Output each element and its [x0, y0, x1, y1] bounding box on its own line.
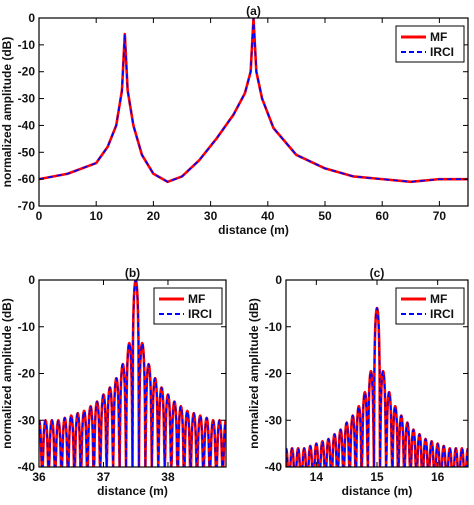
y-tick-label: -70 [18, 199, 36, 213]
x-tick-label: 50 [318, 209, 332, 223]
legend-box [395, 287, 465, 325]
legend-label-mf: MF [430, 292, 447, 306]
x-tick-label: 70 [433, 209, 447, 223]
series-line-irci [286, 307, 468, 467]
x-tick-label: 16 [431, 470, 445, 484]
legend-label-mf: MF [430, 30, 447, 44]
chart-panel-3: 14 15 16 0 -10 -20 -30 -40 (c) distance (m) normal… [247, 266, 469, 498]
x-tick-label: 10 [90, 209, 104, 223]
y-tick-label: 0 [275, 273, 282, 287]
x-axis-label: distance (m) [218, 223, 289, 237]
y-tick-label: -10 [18, 320, 36, 334]
x-tick-label: 15 [370, 470, 384, 484]
series-line-mf [286, 306, 468, 467]
y-tick-label: -10 [18, 38, 36, 52]
axes-box [38, 17, 469, 207]
legend-box [153, 287, 223, 325]
x-tick-label: 38 [161, 470, 175, 484]
y-tick-label: -60 [18, 172, 36, 186]
legend-label-mf: MF [188, 292, 205, 306]
x-tick-label: 40 [261, 209, 275, 223]
chart-panel-2: 36 37 38 0 -10 -20 -30 -40 (b) distance (m) normal… [0, 266, 227, 498]
y-tick-label: -20 [18, 367, 36, 381]
panel-title: (a) [246, 4, 261, 18]
series-line-mf [39, 280, 226, 467]
x-tick-label: 0 [36, 209, 43, 223]
y-tick-label: 0 [28, 11, 35, 25]
x-tick-label: 36 [32, 470, 46, 484]
y-tick-label: -40 [265, 460, 283, 474]
legend-label-irci: IRCI [430, 307, 454, 321]
y-tick-label: -10 [265, 320, 283, 334]
y-tick-label: -20 [265, 367, 283, 381]
x-axis-label: distance (m) [342, 484, 413, 498]
x-axis-label: distance (m) [97, 484, 168, 498]
legend-label-irci: IRCI [430, 45, 454, 59]
y-tick-label: -30 [18, 92, 36, 106]
chart-panel-1: 0 10 20 30 40 50 60 70 0 -10 -20 -30 -40 -50 -60 -70 (a)… [0, 4, 469, 237]
y-tick-label: -50 [18, 145, 36, 159]
y-tick-label: -40 [18, 460, 36, 474]
legend-box [395, 25, 465, 63]
y-axis-label: normalized amplitude (dB) [247, 298, 261, 449]
x-tick-label: 37 [97, 470, 111, 484]
panel-title: (c) [370, 266, 385, 280]
y-axis-label: normalized amplitude (dB) [0, 298, 14, 449]
panel-title: (b) [125, 266, 140, 280]
y-tick-label: -40 [18, 118, 36, 132]
legend-label-irci: IRCI [188, 307, 212, 321]
x-tick-label: 20 [147, 209, 161, 223]
y-tick-label: -30 [18, 413, 36, 427]
y-tick-label: -30 [265, 413, 283, 427]
x-tick-label: 60 [376, 209, 390, 223]
x-tick-label: 14 [310, 470, 324, 484]
series-line-irci [39, 18, 468, 183]
y-axis-label: normalized amplitude (dB) [0, 37, 14, 188]
x-tick-label: 30 [204, 209, 218, 223]
y-tick-label: 0 [28, 273, 35, 287]
y-tick-label: -20 [18, 65, 36, 79]
